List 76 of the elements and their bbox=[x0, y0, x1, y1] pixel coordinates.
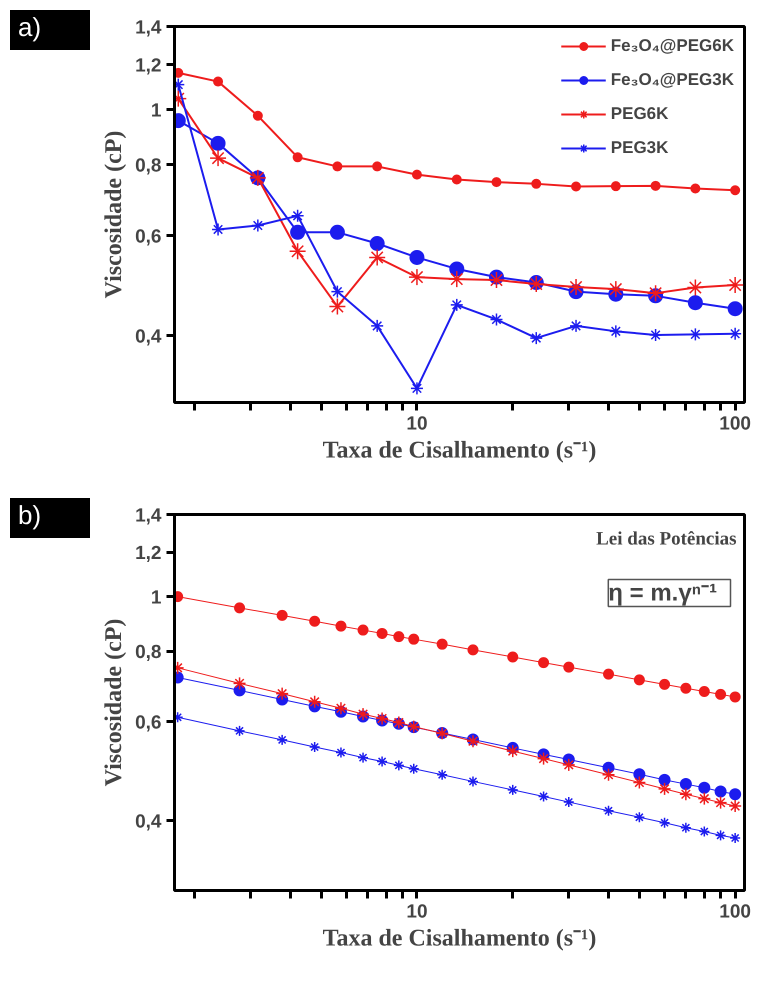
point bbox=[490, 312, 504, 326]
point bbox=[288, 242, 306, 260]
y-tick-label: 0,6 bbox=[135, 712, 162, 734]
point bbox=[569, 319, 583, 333]
x-tick-label: 10 bbox=[406, 414, 428, 434]
y-tick-label: 1 bbox=[150, 588, 162, 609]
y-tick-label: 0,4 bbox=[135, 326, 162, 348]
point bbox=[491, 177, 502, 188]
point bbox=[328, 298, 346, 316]
point bbox=[213, 76, 224, 87]
legend-label: Fe₃O₄@PEG3K bbox=[610, 70, 734, 90]
point bbox=[728, 301, 743, 316]
point bbox=[330, 224, 345, 240]
point bbox=[412, 170, 422, 180]
y-axis-title: Viscosidade (cP) bbox=[101, 130, 128, 298]
y-tick-label: 0,6 bbox=[135, 226, 162, 248]
y-tick-label: 0,8 bbox=[135, 156, 162, 177]
text: a) bbox=[18, 11, 42, 44]
y-tick-label: 1,2 bbox=[135, 543, 162, 564]
point bbox=[332, 161, 342, 172]
point bbox=[488, 271, 506, 289]
y-axis-title: Viscosidade (cP) bbox=[101, 618, 128, 786]
point bbox=[290, 224, 306, 240]
point bbox=[648, 328, 662, 342]
point bbox=[452, 174, 462, 185]
point bbox=[252, 110, 263, 121]
point bbox=[211, 222, 225, 236]
x-axis-title: Taxa de Cisalhamento (s⁻¹) bbox=[322, 926, 596, 952]
annotation: η = m.γⁿ⁻¹ bbox=[608, 580, 718, 606]
y-tick-label: 0,4 bbox=[135, 811, 162, 832]
point bbox=[409, 250, 424, 265]
point bbox=[730, 185, 740, 196]
x-tick-label: 10 bbox=[406, 902, 428, 922]
y-tick-label: 1,2 bbox=[135, 56, 162, 77]
point bbox=[408, 268, 426, 286]
point bbox=[251, 218, 265, 232]
point bbox=[607, 280, 625, 298]
point bbox=[646, 284, 664, 302]
x-tick-label: 100 bbox=[719, 902, 752, 922]
y-tick-label: 1,4 bbox=[135, 506, 162, 526]
point bbox=[449, 261, 464, 276]
point bbox=[567, 278, 585, 296]
point bbox=[370, 236, 385, 251]
point bbox=[372, 161, 382, 172]
legend-label: PEG6K bbox=[610, 104, 668, 124]
point bbox=[370, 319, 384, 333]
annotation: Lei das Potências bbox=[596, 528, 737, 550]
legend-label: Fe₃O₄@PEG6K bbox=[610, 36, 734, 56]
point bbox=[610, 181, 621, 192]
point bbox=[688, 328, 702, 342]
point bbox=[728, 327, 742, 341]
y-tick-label: 0,8 bbox=[135, 642, 162, 664]
point bbox=[410, 382, 424, 396]
point bbox=[330, 284, 344, 298]
point bbox=[688, 295, 703, 310]
point bbox=[531, 178, 542, 189]
point bbox=[571, 182, 582, 192]
x-tick-label: 100 bbox=[719, 414, 752, 434]
point bbox=[530, 331, 544, 345]
point bbox=[650, 180, 661, 191]
point bbox=[609, 324, 623, 338]
point bbox=[210, 136, 226, 151]
text: b) bbox=[18, 499, 42, 532]
point bbox=[686, 278, 704, 296]
point bbox=[292, 152, 303, 162]
point bbox=[726, 276, 744, 294]
point bbox=[448, 270, 466, 288]
point bbox=[209, 149, 227, 167]
point bbox=[290, 209, 304, 223]
point bbox=[368, 248, 386, 266]
point bbox=[450, 298, 464, 312]
point bbox=[690, 184, 700, 194]
y-tick-label: 1 bbox=[150, 100, 162, 122]
legend-label: PEG3K bbox=[610, 138, 668, 158]
y-tick-label: 1,4 bbox=[135, 18, 162, 38]
x-axis-title: Taxa de Cisalhamento (s⁻¹) bbox=[322, 438, 596, 464]
